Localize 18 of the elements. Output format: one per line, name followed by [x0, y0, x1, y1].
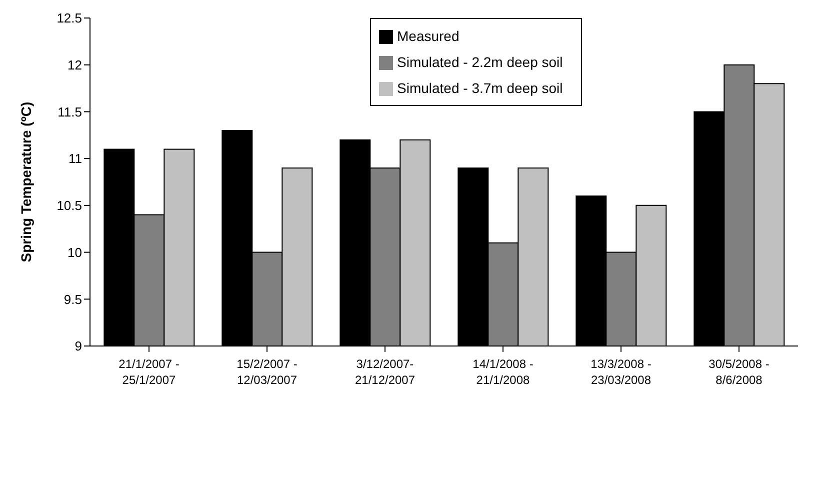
x-tick-label: 3/12/2007-21/12/2007 [354, 357, 416, 387]
y-tick-label: 9 [74, 338, 82, 354]
x-tick-label: 30/5/2008 - 8/6/2008 [708, 357, 770, 387]
y-tick-label: 9.5 [64, 292, 82, 307]
legend-label: Simulated - 2.2m deep soil [397, 54, 563, 70]
y-tick-label: 11 [68, 151, 82, 166]
x-tick-label: 13/3/2008 - 23/03/2008 [590, 357, 652, 387]
x-tick-label: 21/1/2007 - 25/1/2007 [118, 357, 180, 387]
y-tick-label: 11.5 [58, 104, 82, 120]
y-tick-label: 12 [68, 57, 82, 72]
y-tick-label: 12.5 [56, 10, 82, 26]
y-tick-label: 10.5 [56, 198, 82, 214]
legend-label: Measured [397, 28, 460, 44]
x-tick-label: 14/1/2008 - 21/1/2008 [472, 357, 534, 387]
x-tick-label: 15/2/2007 - 12/03/2007 [236, 357, 298, 387]
legend-label: Simulated - 3.7m deep soil [397, 80, 563, 96]
y-tick-label: 10 [68, 244, 82, 260]
y-axis-title: Spring Temperature (ºC) [18, 102, 34, 262]
